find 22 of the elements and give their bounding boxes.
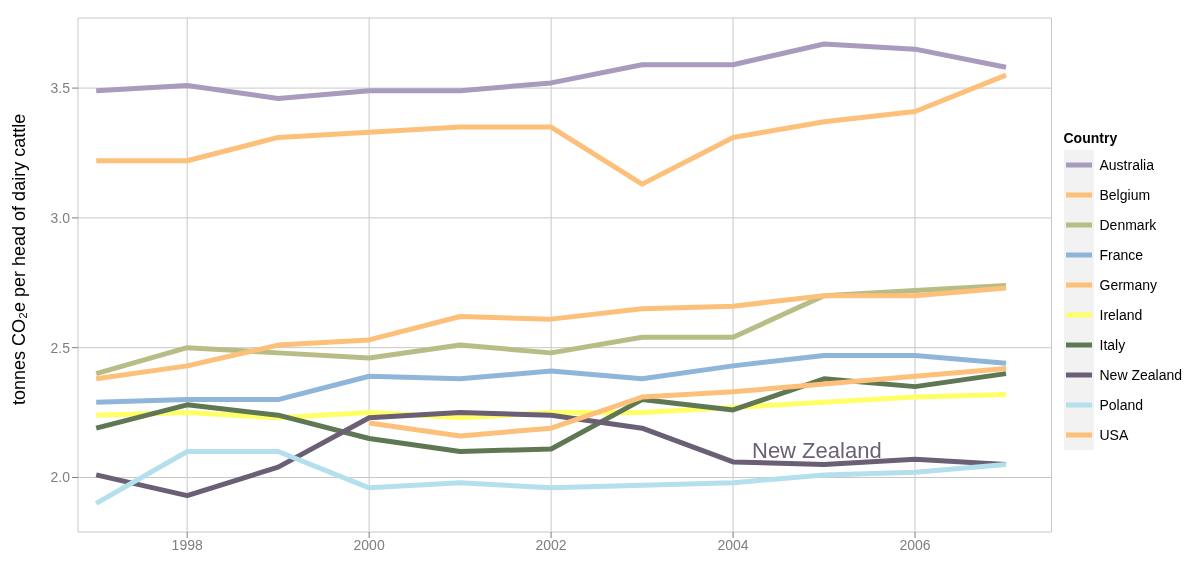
legend-label: Italy bbox=[1099, 337, 1126, 353]
y-tick-label: 3.5 bbox=[50, 80, 71, 97]
x-tick-label: 2006 bbox=[899, 536, 931, 553]
legend-label: Belgium bbox=[1099, 187, 1151, 203]
legend-label: New Zealand bbox=[1099, 367, 1182, 383]
legend-label: Poland bbox=[1099, 397, 1144, 413]
y-tick-label: 3.0 bbox=[50, 209, 71, 226]
y-axis-title: tonnes CO₂e per head of dairy cattle bbox=[9, 113, 30, 405]
x-tick-label: 2002 bbox=[535, 536, 567, 553]
x-tick-label: 2004 bbox=[717, 536, 749, 553]
x-tick-label: 2000 bbox=[353, 536, 385, 553]
legend-label: Germany bbox=[1099, 277, 1158, 293]
legend-label: France bbox=[1099, 247, 1144, 263]
y-tick-label: 2.0 bbox=[50, 469, 71, 486]
legend-title: Country bbox=[1063, 130, 1119, 146]
annotation: New Zealand bbox=[752, 438, 882, 464]
y-tick-label: 2.5 bbox=[50, 339, 71, 356]
legend-label: Australia bbox=[1099, 157, 1154, 173]
x-tick-label: 1998 bbox=[171, 536, 203, 553]
legend-label: Ireland bbox=[1099, 307, 1143, 323]
legend-label: USA bbox=[1099, 427, 1129, 443]
legend-label: Denmark bbox=[1099, 217, 1157, 233]
